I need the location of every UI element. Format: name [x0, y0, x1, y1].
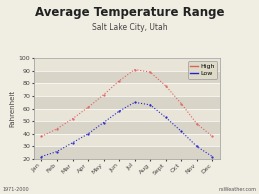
Bar	[34, 134, 220, 146]
Bar	[34, 83, 220, 96]
Text: 1971-2000: 1971-2000	[3, 187, 29, 192]
Bar	[34, 96, 220, 109]
Text: Average Temperature Range: Average Temperature Range	[35, 6, 224, 19]
Bar	[34, 121, 220, 134]
Bar	[34, 109, 220, 121]
Text: nsWeather.com: nsWeather.com	[218, 187, 256, 192]
Bar	[34, 71, 220, 83]
Bar	[34, 146, 220, 159]
Text: Salt Lake City, Utah: Salt Lake City, Utah	[92, 23, 167, 32]
Y-axis label: Fahrenheit: Fahrenheit	[10, 90, 16, 127]
Legend: High, Low: High, Low	[188, 61, 217, 79]
Bar	[34, 58, 220, 71]
